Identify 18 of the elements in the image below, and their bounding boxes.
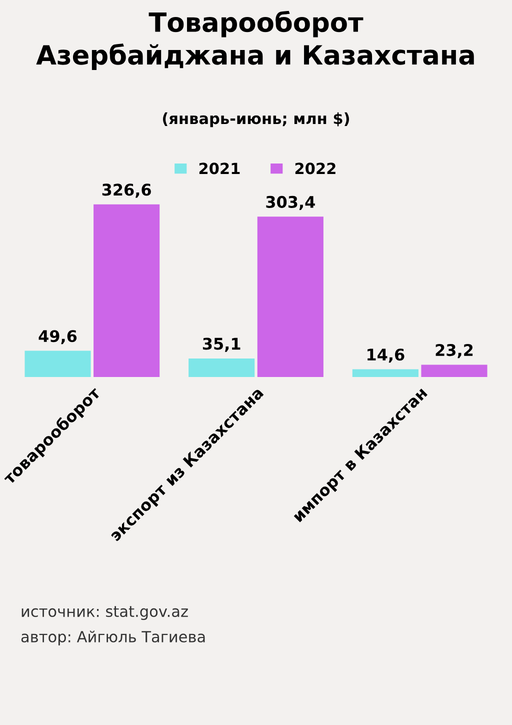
data-label: 49,6 [38,330,77,344]
data-label: 326,6 [102,184,151,198]
data-label: 35,1 [202,338,240,352]
data-label: 23,2 [436,344,473,358]
bar [94,204,160,377]
data-label: 303,4 [266,196,315,210]
bar [352,369,418,377]
chart-subtitle: (январь-июнь; млн $) [163,112,350,128]
legend-label: 2021 [199,162,240,174]
bar [257,216,324,377]
bar [188,358,255,377]
data-label: 14,6 [368,348,404,363]
chart-title: Товарооборот Азербайджана и Казахстана [36,10,474,70]
bar [421,364,488,377]
legend-label: 2022 [295,162,336,174]
text: источник: stat.gov.az [22,606,188,620]
text: автор: Айгюль Тагиева [21,630,205,646]
bar [24,350,91,377]
